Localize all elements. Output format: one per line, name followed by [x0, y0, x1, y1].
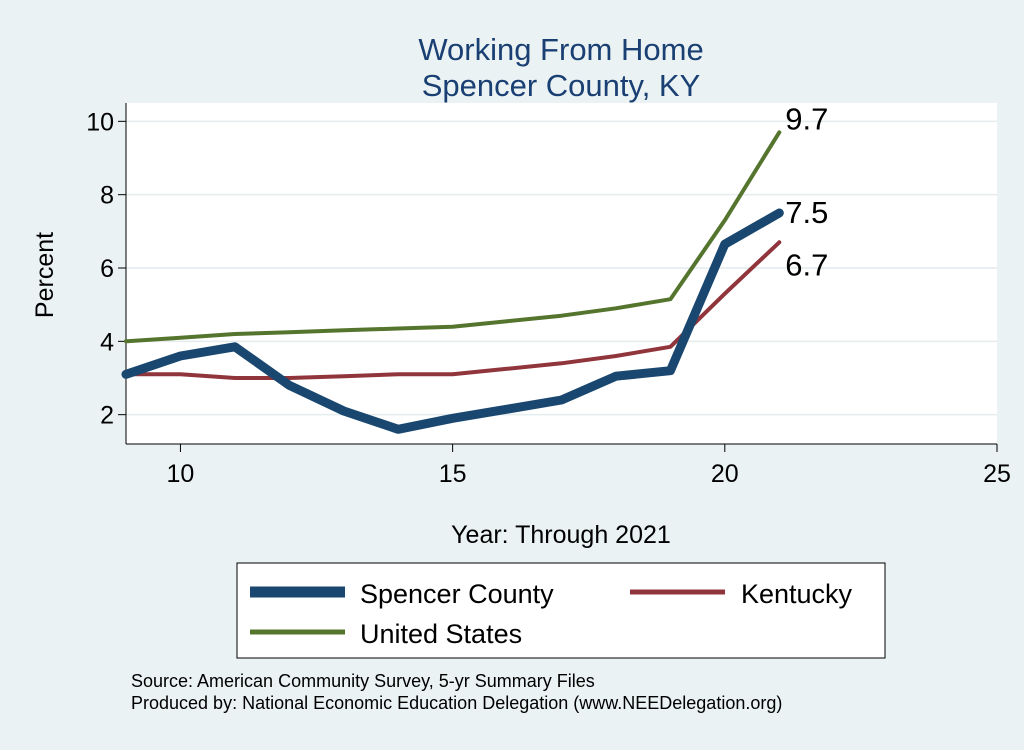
- series-line-spencer-county: [121, 208, 784, 434]
- source-note: Source: American Community Survey, 5-yr …: [131, 671, 595, 691]
- x-tick-label: 25: [983, 460, 1011, 488]
- chart-subtitle: Spencer County, KY: [422, 68, 701, 103]
- legend: Spencer County Kentucky United States: [236, 562, 886, 659]
- x-axis-label: Year: Through 2021: [451, 521, 671, 549]
- x-tick-label: 20: [711, 460, 739, 488]
- series-lines: [121, 130, 784, 434]
- legend-label-kentucky: Kentucky: [741, 579, 853, 609]
- y-tick-label: 10: [86, 108, 114, 136]
- end-label-united-states: 9.7: [785, 101, 828, 136]
- y-tick-label: 6: [100, 255, 114, 283]
- end-label-spencer-county: 7.5: [785, 195, 828, 230]
- end-label-kentucky: 6.7: [785, 247, 828, 282]
- legend-label-spencer: Spencer County: [360, 579, 554, 609]
- y-tick-label: 4: [100, 328, 114, 356]
- legend-box: [236, 562, 886, 659]
- y-tick-label: 8: [100, 182, 114, 210]
- chart-title: Working From Home: [418, 32, 703, 67]
- y-axis-label: Percent: [31, 232, 59, 318]
- series-line-united-states: [124, 130, 782, 344]
- axes: 2 4 6 8 10 10 15 20 25: [86, 103, 1011, 488]
- x-tick-label: 15: [439, 460, 467, 488]
- series-line-kentucky: [124, 240, 782, 380]
- y-tick-label: 2: [100, 402, 114, 430]
- x-tick-label: 10: [167, 460, 195, 488]
- end-labels: 7.5 6.7 9.7: [785, 101, 828, 282]
- produced-by-note: Produced by: National Economic Education…: [131, 693, 782, 713]
- grid-lines: [126, 120, 997, 416]
- plot-area: [126, 103, 997, 444]
- legend-label-us: United States: [360, 619, 522, 649]
